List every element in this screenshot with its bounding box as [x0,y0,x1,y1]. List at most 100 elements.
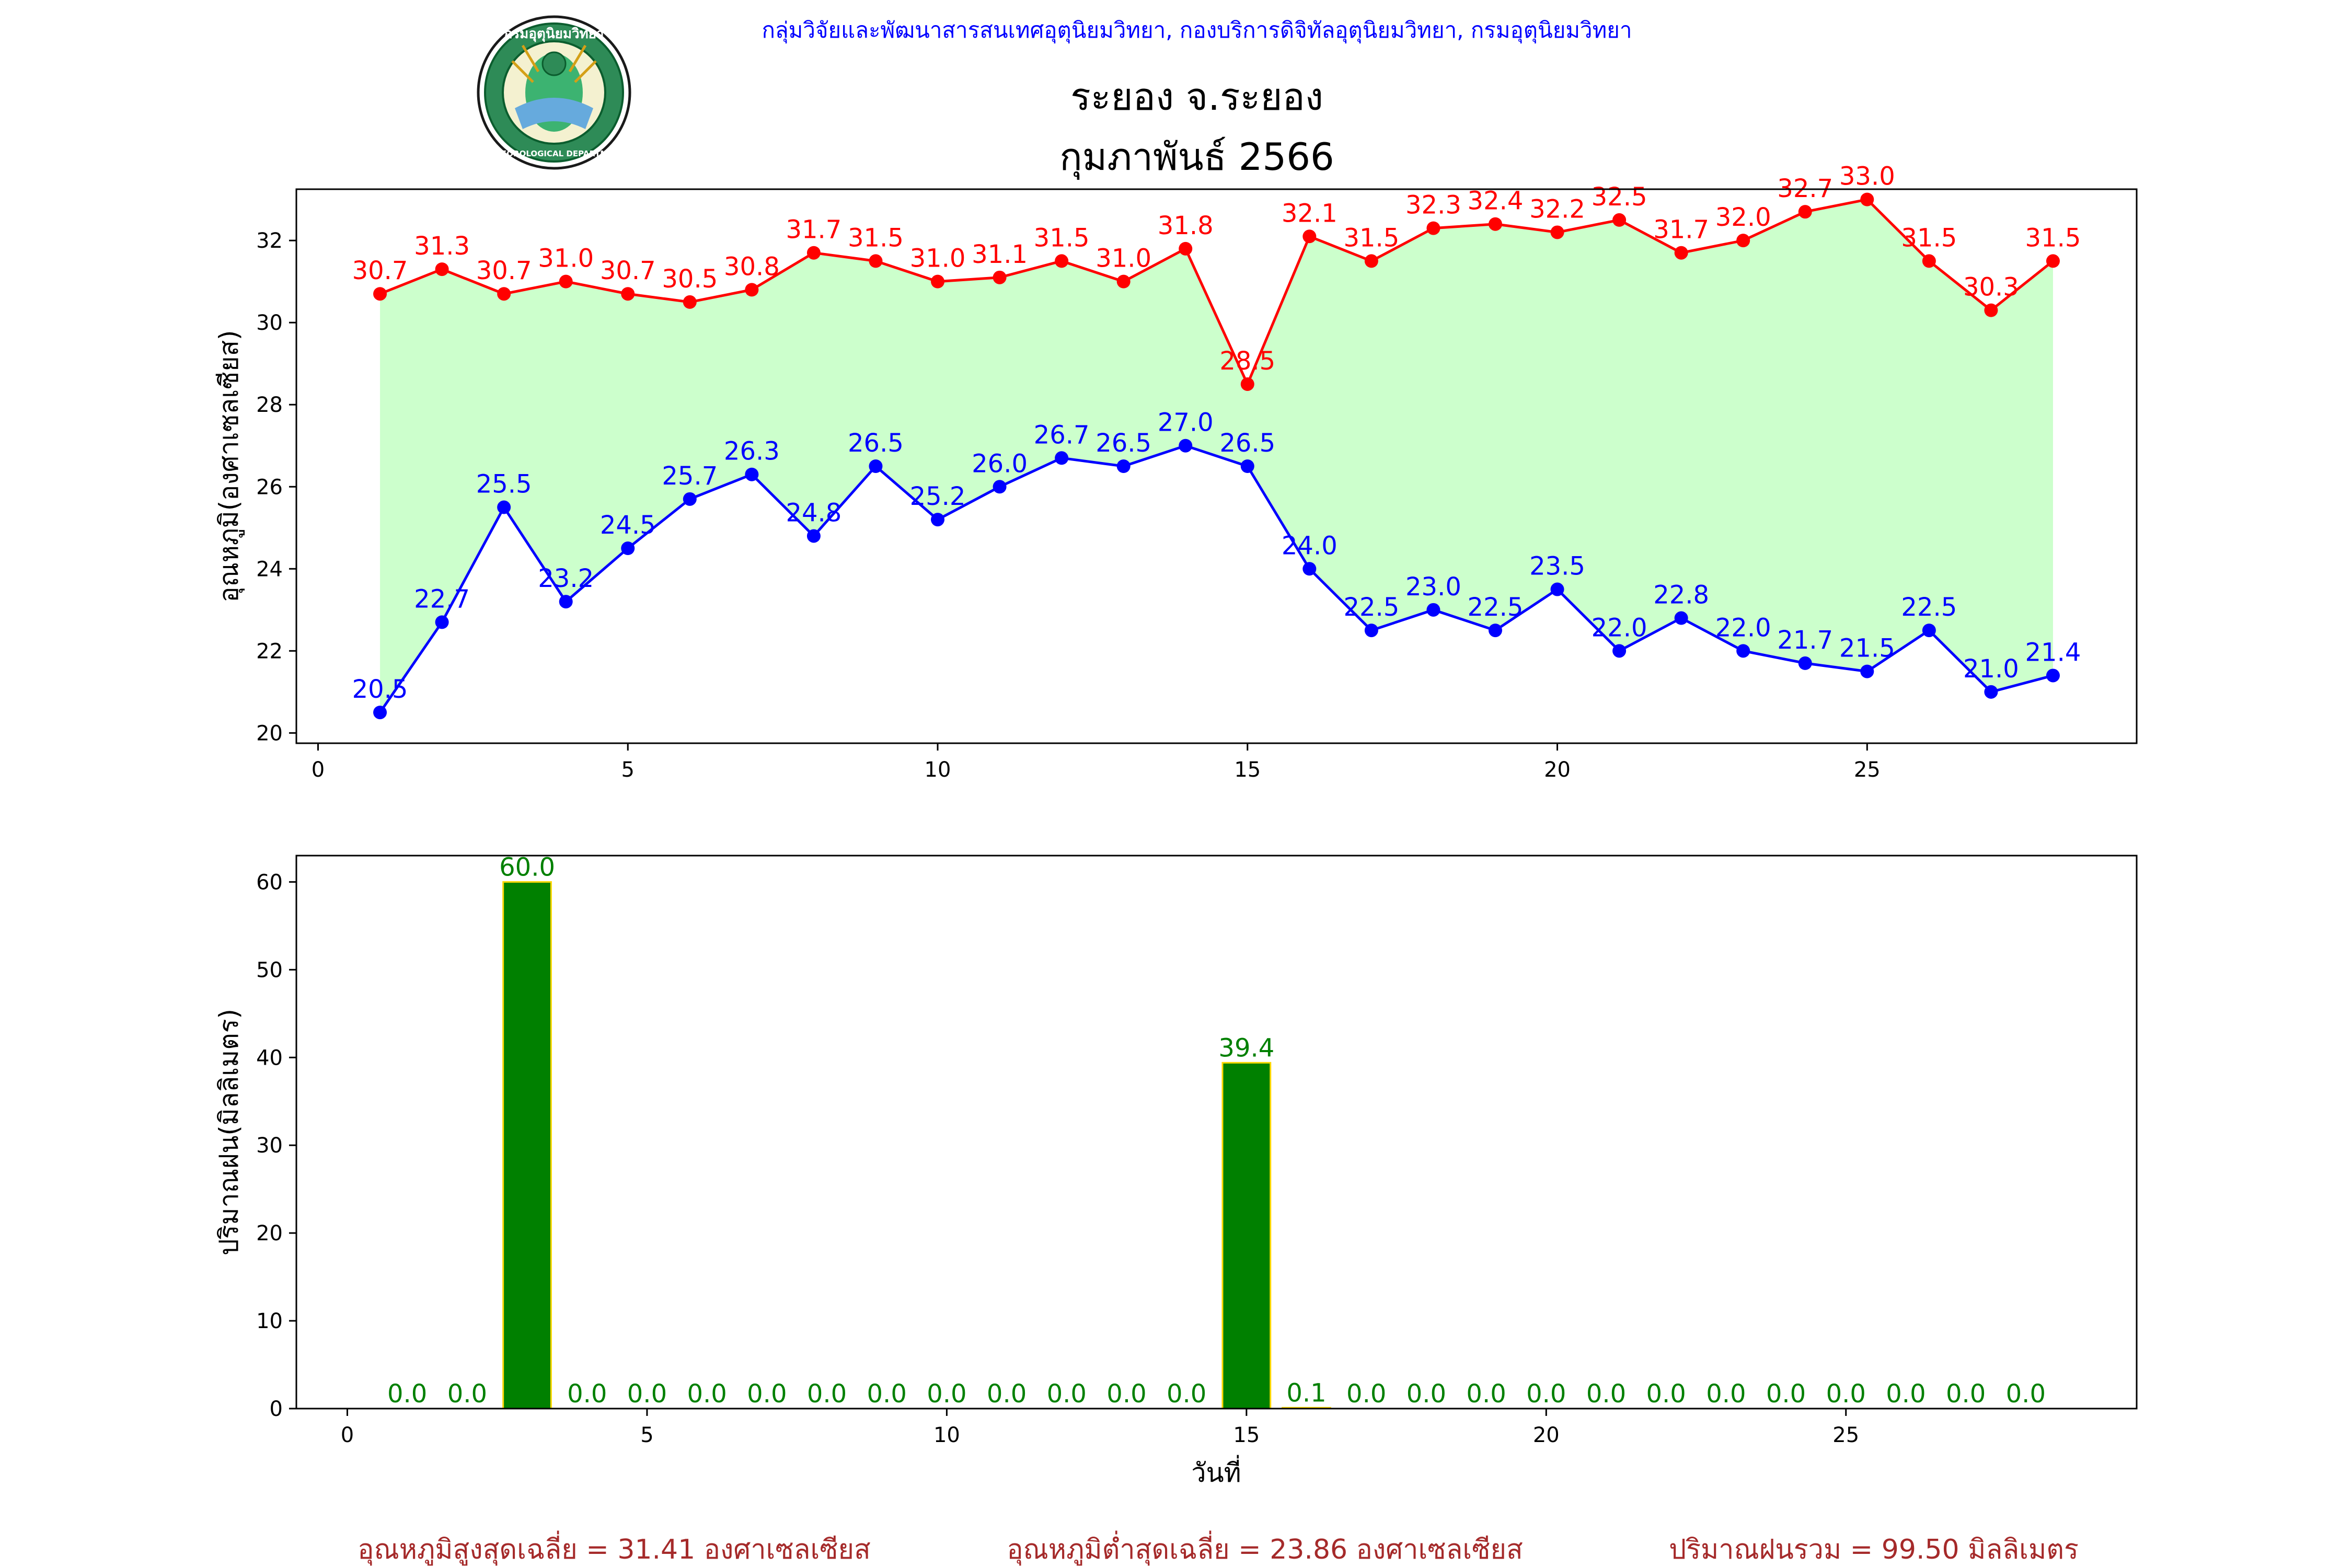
max-temperature-label: 30.8 [724,252,780,281]
min-temperature-label: 24.5 [600,511,656,540]
max-temperature-label: 32.0 [1715,203,1771,232]
rainfall-value-label: 0.0 [1826,1379,1866,1409]
max-temperature-label: 31.1 [972,240,1028,269]
max-temperature-label: 30.3 [1963,273,2019,302]
max-temperature-label: 30.5 [662,264,718,294]
rainfall-value-label: 0.0 [1406,1379,1446,1409]
min-temperature-point [683,492,697,506]
min-temperature-label: 26.5 [1096,429,1151,458]
max-temperature-point [1550,225,1564,239]
max-temperature-point [1612,213,1627,227]
rainfall-x-tick-label: 5 [640,1423,653,1447]
min-temperature-label: 22.8 [1653,581,1709,610]
max-temperature-label: 31.5 [848,223,904,252]
rainfall-y-tick-label: 0 [270,1397,283,1421]
rainfall-value-label: 0.0 [987,1379,1027,1409]
min-temperature-label: 22.0 [1592,613,1647,642]
max-temperature-line [379,198,2054,388]
min-temperature-point [1984,685,1998,699]
max-temperature-label: 28.5 [1219,347,1275,376]
rainfall-value-label: 60.0 [499,852,555,882]
min-temperature-point [2046,668,2060,683]
rainfall-value-label: 0.0 [627,1379,667,1409]
max-temperature-label: 31.8 [1158,211,1214,240]
min-temperature-label: 22.0 [1715,613,1771,642]
rainfall-value-label: 0.0 [1886,1379,1926,1409]
min-temperature-point [497,500,511,514]
max-temperature-point [2046,254,2060,268]
department-logo: กรมอุตุนิยมวิทยา METEOROLOGICAL DEPARTME… [477,15,631,170]
temperature-x-tick-label: 25 [1854,758,1881,782]
rainfall-value-label: 0.0 [687,1379,727,1409]
temperature-x-tick-label: 0 [312,758,325,782]
rainfall-value-label: 0.0 [387,1379,427,1409]
min-temperature-point [1736,644,1750,658]
rainfall-value-label: 0.0 [2006,1379,2046,1409]
rainfall-value-label: 0.0 [1706,1379,1746,1409]
min-temperature-point [745,467,759,481]
min-temperature-point [1364,624,1378,638]
rainfall-value-label: 0.0 [567,1379,607,1409]
rainfall-value-label: 0.0 [1047,1379,1087,1409]
min-temperature-label: 21.4 [2025,638,2081,667]
max-temperature-label: 31.0 [538,244,594,273]
min-temperature-label: 26.0 [972,449,1028,478]
max-temperature-label: 32.1 [1282,199,1338,228]
min-temperature-label: 22.5 [1901,593,1957,622]
rainfall-value-label: 0.0 [927,1379,966,1409]
min-temperature-point [869,459,883,473]
max-temperature-label: 31.5 [2025,223,2081,252]
max-temperature-point [869,254,883,268]
min-temperature-point [1302,562,1317,576]
rainfall-x-axis-label: วันที่ [1191,1455,1241,1488]
max-temperature-point [1240,377,1254,391]
rainfall-value-label: 0.0 [1167,1379,1206,1409]
min-temperature-point [1922,624,1936,638]
rainfall-value-label: 39.4 [1218,1033,1274,1063]
rainfall-y-tick-label: 60 [256,870,283,894]
max-temperature-point [1364,254,1378,268]
min-temperature-point [1860,664,1874,678]
min-temperature-label: 23.2 [538,564,594,593]
header: กรมอุตุนิยมวิทยา METEOROLOGICAL DEPARTME… [477,15,1632,180]
max-temperature-point [931,274,945,289]
summary-avg-max: อุณหภูมิสูงสุดเฉลี่ย = 31.41 องศาเซลเซีย… [358,1530,871,1566]
temperature-y-tick-label: 26 [256,475,283,499]
rainfall-y-tick-label: 30 [256,1134,283,1158]
summary-total-rain: ปริมาณฝนรวม = 99.50 มิลลิเมตร [1669,1534,2079,1565]
max-temperature-point [745,283,759,297]
min-temperature-point [806,529,821,543]
min-temperature-label: 26.5 [1219,429,1275,458]
min-temperature-point [1116,459,1131,473]
min-temperature-label: 25.2 [910,482,966,511]
max-temperature-label: 32.2 [1529,194,1585,224]
rainfall-value-label: 0.0 [1346,1379,1386,1409]
rainfall-value-label: 0.0 [1466,1379,1506,1409]
min-temperature-point [1798,656,1812,670]
min-temperature-label: 25.5 [476,470,532,499]
rainfall-y-tick-label: 10 [256,1309,283,1333]
max-temperature-label: 30.7 [600,256,656,285]
max-temperature-point [1302,229,1317,244]
min-temperature-point [1550,582,1564,596]
temperature-chart: 30.731.330.7 31.0 30.7 30.5 30.831.7 31.531.0… [214,162,2138,782]
temperature-x-tick-label: 15 [1234,758,1261,782]
min-temperature-label: 22.5 [1468,593,1524,622]
min-temperature-label: 21.5 [1839,634,1895,663]
max-temperature-point [435,262,449,276]
max-temperature-point [1179,241,1193,256]
logo-top-text: กรมอุตุนิยมวิทยา [504,26,604,42]
max-temperature-label: 31.7 [786,215,841,245]
max-temperature-point [1984,303,1998,317]
rainfall-x-tick-label: 10 [933,1423,960,1447]
temperature-y-tick-label: 28 [256,393,283,417]
max-temperature-label: 32.4 [1468,187,1524,216]
temperature-x-tick-label: 10 [925,758,951,782]
rainfall-value-label: 0.0 [1526,1379,1566,1409]
max-temperature-point [1922,254,1936,268]
min-temperature-point [993,480,1007,494]
min-temperature-point [1612,644,1627,658]
min-temperature-label: 23.5 [1529,552,1585,581]
temperature-y-axis-label: อุณหภูมิ(องศาเซลเซียส) [214,330,245,602]
temperature-axes-frame [295,188,2138,744]
